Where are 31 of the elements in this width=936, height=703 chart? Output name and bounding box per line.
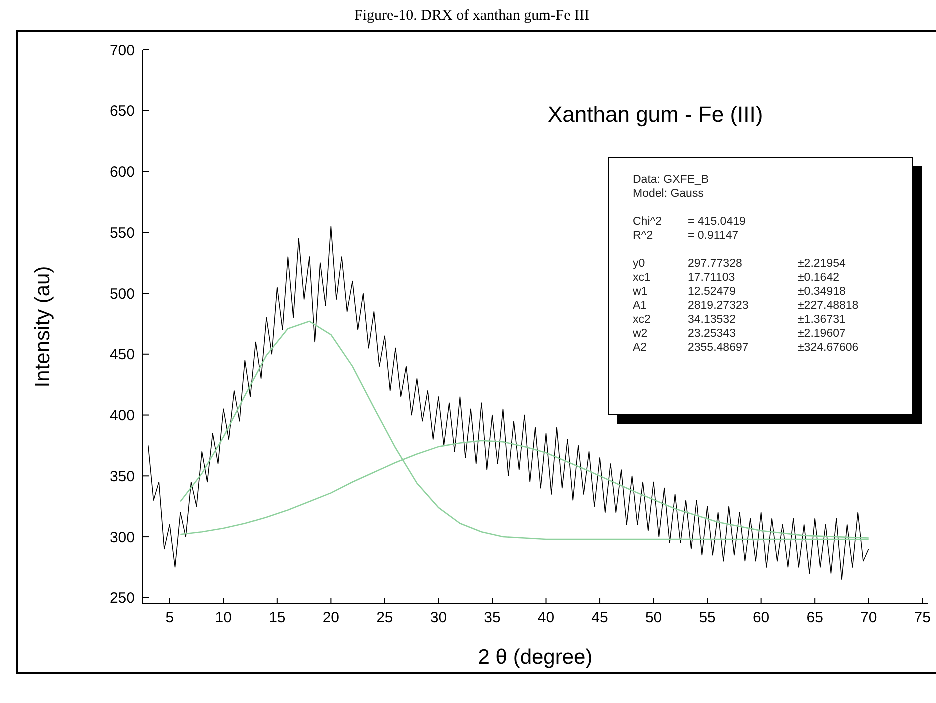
x-tick-label: 70 <box>860 610 878 627</box>
x-tick-label: 35 <box>484 610 501 627</box>
annotation: Xanthan gum - Fe (III) <box>548 102 764 128</box>
x-axis-title: 2 θ (degree) <box>478 646 593 669</box>
x-tick-label: 55 <box>699 610 716 627</box>
x-tick-label: 50 <box>645 610 662 627</box>
x-tick-label: 40 <box>538 610 555 627</box>
x-tick-label: 10 <box>215 610 232 627</box>
y-tick-label: 650 <box>110 103 135 120</box>
y-tick-label: 450 <box>110 346 135 364</box>
x-tick-label: 15 <box>269 610 286 627</box>
y-tick-label: 250 <box>110 590 135 608</box>
annotation: Data: GXFE_B <box>633 174 710 188</box>
annotation: Model: Gauss <box>633 188 704 202</box>
y-axis-title: Intensity (au) <box>31 266 54 388</box>
y-tick-label: 500 <box>110 286 135 303</box>
y-tick-label: 700 <box>110 42 135 60</box>
x-tick-label: 20 <box>322 610 340 627</box>
x-tick-label: 60 <box>752 610 770 627</box>
x-tick-label: 5 <box>166 610 174 627</box>
y-tick-label: 400 <box>110 408 135 425</box>
x-tick-label: 45 <box>592 610 608 627</box>
chart-title: Figure-10. DRX of xanthan gum-Fe III <box>354 8 590 26</box>
x-tick-label: 25 <box>376 610 394 627</box>
y-tick-label: 550 <box>110 224 135 242</box>
y-tick-label: 300 <box>110 529 135 546</box>
y-tick-label: 600 <box>110 164 135 182</box>
x-tick-label: 65 <box>806 610 824 627</box>
x-tick-label: 30 <box>430 610 448 627</box>
x-tick-label: 75 <box>914 610 931 627</box>
y-tick-label: 350 <box>110 468 135 486</box>
